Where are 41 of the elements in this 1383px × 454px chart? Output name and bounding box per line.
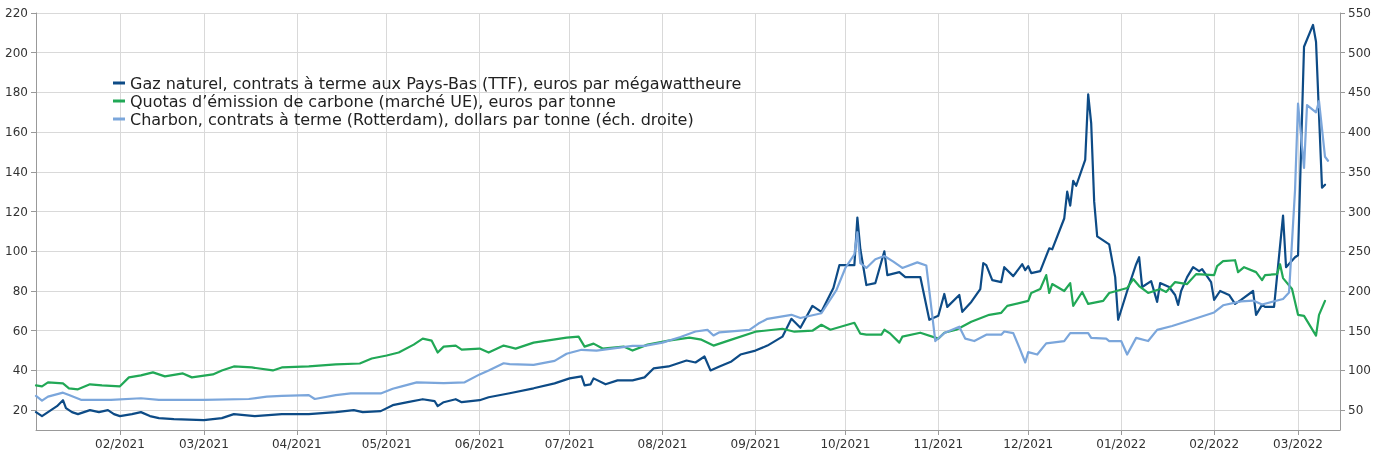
y-tick-label: 220 — [5, 6, 28, 20]
x-tick-label: 10/2021 — [820, 437, 871, 451]
x-tick-label: 02/2021 — [95, 437, 145, 451]
x-tick-label: 04/2021 — [271, 437, 322, 451]
y2-tick-label: 300 — [1348, 204, 1371, 219]
x-tick-label: 03/2022 — [1273, 437, 1323, 451]
y2-tick-label: 100 — [1348, 363, 1371, 378]
y2-tick-label: 250 — [1348, 244, 1371, 259]
y2-tick-label: 500 — [1348, 45, 1371, 60]
y2-tick-label: 350 — [1348, 164, 1371, 179]
y-tick-label: 80 — [12, 284, 28, 298]
x-tick-label: 12/2021 — [1003, 437, 1054, 451]
y-tick-label: 160 — [5, 125, 28, 140]
line-series — [34, 259, 1327, 391]
y-tick-label: 140 — [5, 164, 28, 179]
y2-tick-label: 50 — [1348, 403, 1364, 418]
x-tick-label: 05/2021 — [361, 437, 412, 451]
y2-tick-label: 550 — [1348, 6, 1371, 20]
legend-label: Charbon, contrats à terme (Rotterdam), dollars par tonne (éch. droite) — [130, 109, 694, 129]
legend-label: Quotas d’émission de carbone (marché UE), euros par tonne — [130, 91, 616, 111]
y-tick-label: 100 — [5, 244, 28, 259]
legend-label: Gaz naturel, contrats à terme aux Pays-Bas (TTF), euros par mégawattheure — [130, 73, 742, 93]
x-tick-label: 08/2021 — [637, 437, 688, 451]
x-tick-label: 03/2021 — [178, 437, 229, 451]
x-tick-label: 06/2021 — [454, 437, 505, 451]
y-tick-label: 20 — [12, 403, 28, 418]
y2-tick-label: 200 — [1348, 284, 1371, 298]
x-tick-label: 11/2021 — [913, 437, 964, 451]
x-tick-label: 01/2022 — [1096, 437, 1147, 451]
x-tick-label: 02/2022 — [1189, 437, 1240, 451]
line-series — [34, 23, 1327, 422]
y-tick-label: 40 — [12, 363, 28, 378]
y2-tick-label: 450 — [1348, 85, 1371, 100]
y-tick-label: 200 — [5, 45, 28, 60]
x-tick-label: 07/2021 — [544, 437, 595, 451]
y-tick-label: 60 — [12, 323, 28, 338]
y2-tick-label: 400 — [1348, 125, 1371, 140]
y2-tick-label: 150 — [1348, 323, 1371, 338]
y-tick-label: 120 — [5, 204, 28, 219]
y-tick-label: 180 — [5, 85, 28, 100]
x-tick-label: 09/2021 — [730, 437, 781, 451]
